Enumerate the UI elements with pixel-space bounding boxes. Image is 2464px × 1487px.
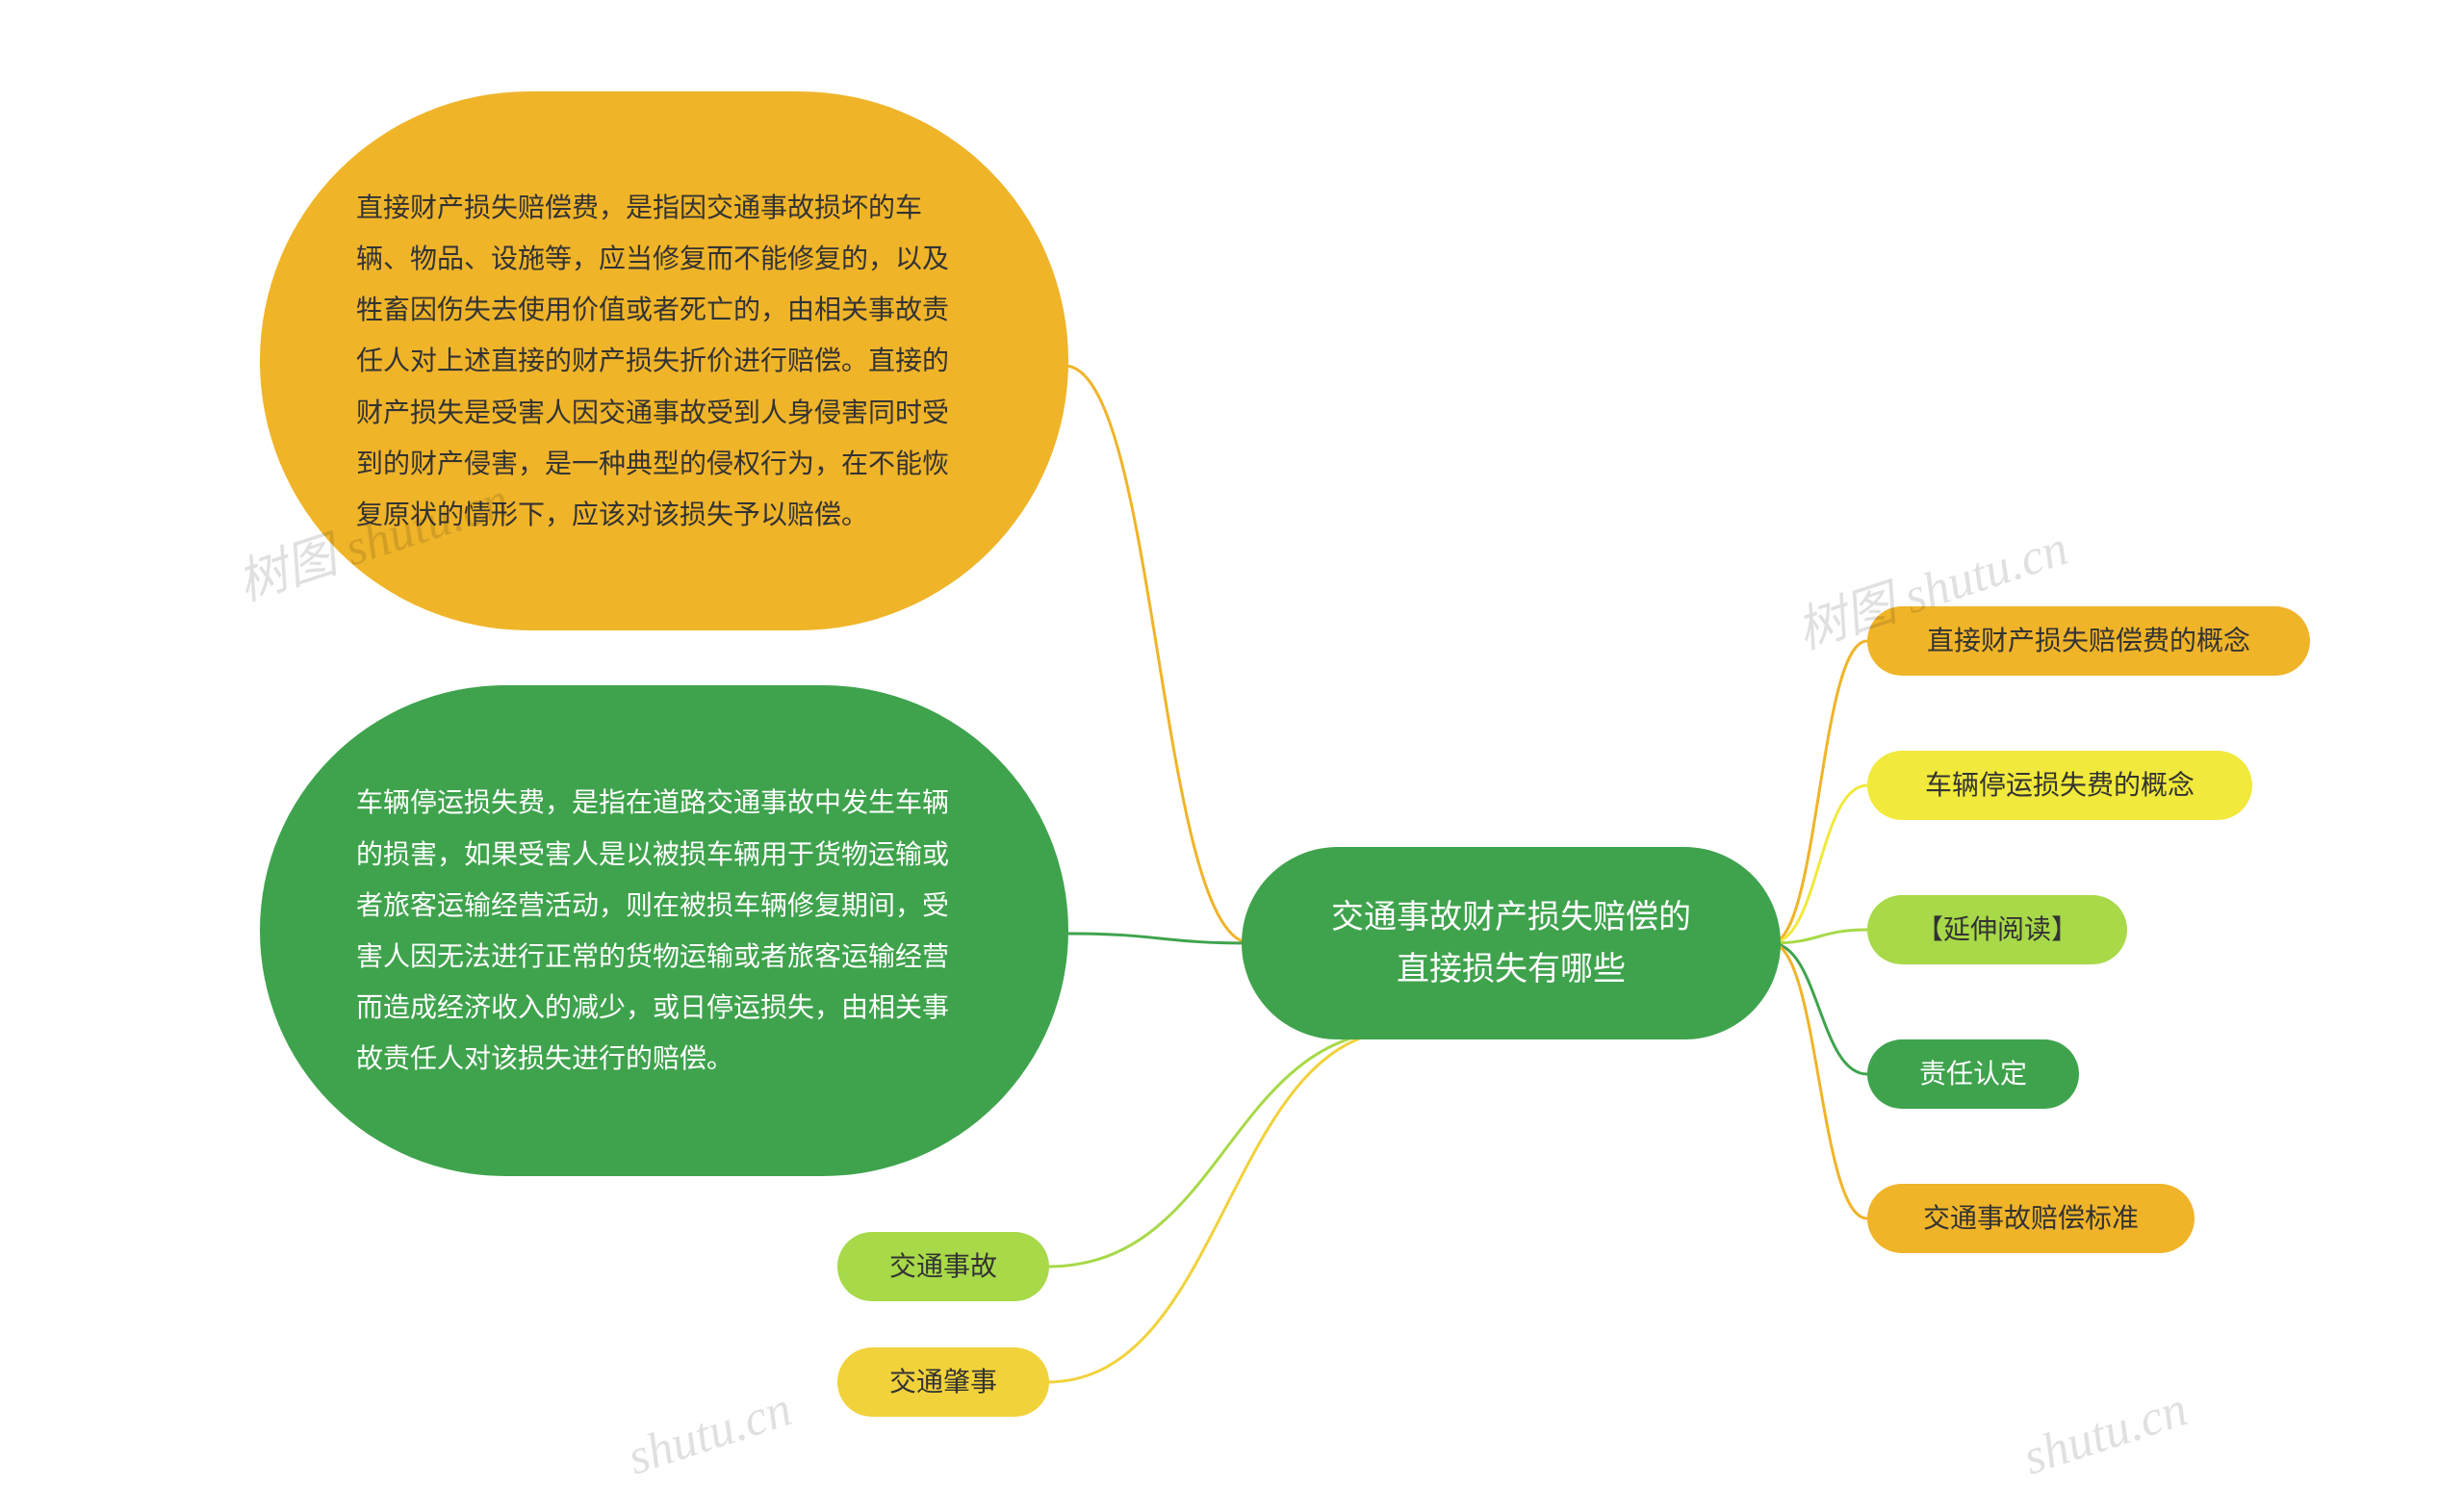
right-pill-4-text: 责任认定: [1919, 1050, 2027, 1098]
right-pill-2: 车辆停运损失费的概念: [1867, 751, 2252, 820]
right-pill-4: 责任认定: [1867, 1039, 2079, 1109]
left-detail-text-2: 车辆停运损失费，是指在道路交通事故中发生车辆的损害，如果受害人是以被损车辆用于货…: [356, 777, 972, 1084]
left-detail-node-1: 直接财产损失赔偿费，是指因交通事故损坏的车辆、物品、设施等，应当修复而不能修复的…: [260, 91, 1068, 630]
right-pill-3-text: 【延伸阅读】: [1916, 906, 2078, 954]
left-pill-1-text: 交通事故: [889, 1243, 997, 1291]
central-topic: 交通事故财产损失赔偿的直接损失有哪些: [1242, 847, 1781, 1039]
mindmap-canvas: 交通事故财产损失赔偿的直接损失有哪些 直接财产损失赔偿费，是指因交通事故损坏的车…: [0, 0, 2464, 1449]
right-pill-5: 交通事故赔偿标准: [1867, 1184, 2194, 1253]
right-pill-5-text: 交通事故赔偿标准: [1923, 1194, 2139, 1243]
left-pill-2-text: 交通肇事: [889, 1358, 997, 1406]
left-pill-2: 交通肇事: [837, 1347, 1049, 1417]
left-pill-1: 交通事故: [837, 1232, 1049, 1301]
central-topic-text: 交通事故财产损失赔偿的直接损失有哪些: [1331, 891, 1691, 996]
right-pill-1: 直接财产损失赔偿费的概念: [1867, 606, 2310, 676]
right-pill-1-text: 直接财产损失赔偿费的概念: [1927, 617, 2250, 665]
left-detail-text-1: 直接财产损失赔偿费，是指因交通事故损坏的车辆、物品、设施等，应当修复而不能修复的…: [356, 182, 972, 540]
left-detail-node-2: 车辆停运损失费，是指在道路交通事故中发生车辆的损害，如果受害人是以被损车辆用于货…: [260, 685, 1068, 1176]
right-pill-3: 【延伸阅读】: [1867, 895, 2127, 964]
right-pill-2-text: 车辆停运损失费的概念: [1925, 761, 2194, 809]
